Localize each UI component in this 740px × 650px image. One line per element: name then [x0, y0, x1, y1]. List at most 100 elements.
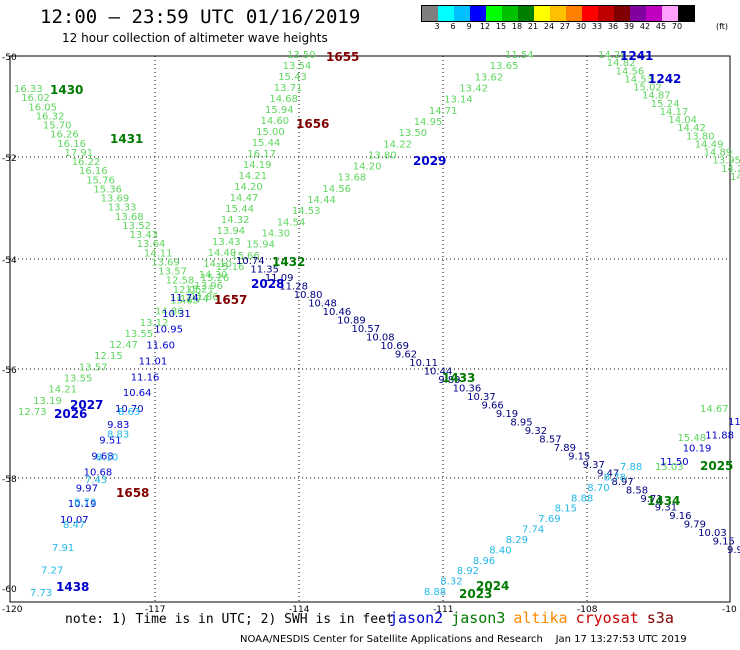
swh-value: 9.51 — [99, 436, 121, 447]
swh-value: 10.19 — [683, 444, 712, 455]
swh-value: 13.19 — [33, 396, 62, 407]
swh-value: 9.66 — [482, 401, 504, 412]
swh-value: 13.69 — [101, 194, 130, 205]
swh-value: 15.48 — [678, 433, 707, 444]
swh-value: 12.47 — [109, 340, 138, 351]
satellite-legend-entry: s3a — [646, 609, 674, 627]
color-swatch — [534, 6, 550, 21]
swh-value: 10.31 — [162, 309, 191, 320]
color-swatch — [486, 6, 502, 21]
axis-labels: -50 -52 -54 -56 -58 -60 -120 -117 -114 -111 -108 -1… — [2, 53, 737, 615]
swh-value: 10.89 — [337, 316, 366, 327]
swh-value: 8.47 — [63, 520, 85, 531]
legend-tick-label: 3 — [434, 22, 440, 31]
swh-value: 14.49 — [695, 140, 724, 151]
swh-value: 12.58 — [166, 276, 195, 287]
swh-value: 11.86 — [190, 292, 219, 303]
swh-value: 14.26 — [721, 164, 740, 175]
swh-value: 9.15 — [713, 537, 735, 548]
satellite-legend-entry: cryosat — [575, 609, 639, 627]
swh-value: 14.32 — [221, 215, 250, 226]
swh-value: 15.24 — [651, 99, 680, 110]
swh-value: 14.60 — [261, 116, 290, 127]
swh-value: 14.56 — [616, 66, 645, 77]
swh-value: 11.35 — [250, 265, 279, 276]
swh-value: 8.32 — [440, 577, 462, 588]
swh-value: 10.74 — [236, 256, 265, 267]
swh-value: 14.21 — [239, 171, 268, 182]
swh-value: 14.42 — [677, 123, 706, 134]
swh-value: 15.70 — [43, 121, 72, 132]
swh-value: 14.56 — [322, 184, 351, 195]
swh-value: 15.03 — [655, 462, 684, 473]
swh-value: 13.42 — [459, 84, 488, 95]
color-swatch — [470, 6, 486, 21]
pass-time-label: 1657 — [214, 293, 247, 307]
swh-value: 15.66 — [231, 251, 260, 262]
swh-value: 11.09 — [265, 273, 294, 284]
swh-value: 10.36 — [453, 384, 482, 395]
swh-value: 13.69 — [151, 258, 180, 269]
swh-value: 11.74 — [170, 293, 199, 304]
swh-value: 8.58 — [626, 486, 648, 497]
swh-value: 9.32 — [525, 426, 547, 437]
page-title: 12:00 — 23:59 UTC 01/16/2019 — [40, 6, 361, 28]
swh-value: 13.43 — [130, 230, 159, 241]
lon-label: -108 — [577, 605, 598, 615]
swh-value: 14.19 — [243, 160, 272, 171]
swh-value: 14.95 — [414, 117, 443, 128]
credit-line: NOAA/NESDIS Center for Satellite Applica… — [240, 634, 687, 645]
pass-time-label: 2029 — [413, 154, 446, 168]
swh-value: 9.68 — [91, 452, 113, 463]
pass-time-label: 1438 — [56, 580, 89, 594]
swh-value: 7.89 — [554, 443, 576, 454]
swh-value: 15.76 — [86, 175, 115, 186]
swh-value: 15.44 — [225, 204, 254, 215]
swh-value: 8.97 — [612, 477, 634, 488]
swh-value: 10.08 — [366, 333, 395, 344]
swh-value: 11.50 — [660, 457, 689, 468]
legend-tick-label: 18 — [511, 22, 523, 31]
swh-value: 8.63 — [118, 407, 140, 418]
swh-value: 14.71 — [429, 106, 458, 117]
swh-value: 13.62 — [475, 72, 504, 83]
swh-value: 9.97 — [76, 483, 98, 494]
swh-value: 7.27 — [41, 565, 63, 576]
pass-time-label: 2025 — [700, 459, 733, 473]
swh-value: 15.44 — [252, 138, 281, 149]
legend-tick-label: 15 — [495, 22, 507, 31]
swh-value: 8.40 — [489, 545, 511, 556]
lat-label: -52 — [2, 154, 17, 164]
swh-value: 14.28 — [598, 50, 627, 61]
swh-value: 7.91 — [52, 543, 74, 554]
lat-label: -60 — [2, 585, 17, 595]
swh-value: 8.15 — [555, 504, 577, 515]
color-swatch — [518, 6, 534, 21]
legend-unit: (ft) — [715, 22, 729, 31]
swh-value: 11.54 — [505, 50, 534, 61]
swh-value: 14.11 — [144, 248, 173, 259]
legend-tick-label: 6 — [450, 22, 456, 31]
swh-value: 8.29 — [506, 535, 528, 546]
lon-label: -114 — [289, 605, 310, 615]
swh-value: 9.16 — [669, 511, 691, 522]
swh-value: 16.32 — [36, 111, 65, 122]
swh-value: 10.80 — [294, 290, 323, 301]
swh-value: 17.91 — [65, 148, 94, 159]
color-swatch — [502, 6, 518, 21]
swh-value: 8.92 — [457, 566, 479, 577]
color-swatch — [422, 6, 438, 21]
swh-value: 14.17 — [660, 107, 689, 118]
swh-value: 14.20 — [234, 182, 263, 193]
lat-label: -50 — [2, 53, 17, 63]
pass-time-label: 1433 — [442, 371, 475, 385]
swh-value: 13.68 — [115, 212, 144, 223]
swh-value: 16.26 — [50, 130, 79, 141]
pass-time-label: 2023 — [459, 587, 492, 601]
legend-tick-label: 30 — [575, 22, 587, 31]
legend-tick-label: 21 — [527, 22, 539, 31]
swh-value: 9.37 — [583, 460, 605, 471]
swh-value: 13.50 — [287, 50, 316, 61]
color-swatch — [438, 6, 454, 21]
